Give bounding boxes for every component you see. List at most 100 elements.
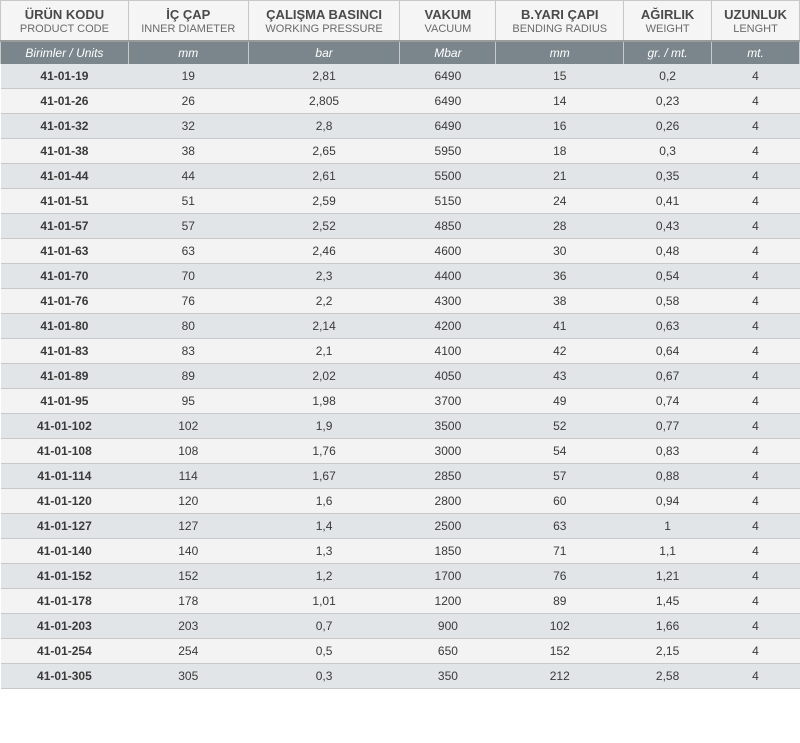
value-cell: 4050 (400, 363, 496, 388)
value-cell: 2850 (400, 463, 496, 488)
table-row: 41-01-63632,464600300,484 (1, 238, 800, 263)
value-cell: 4 (712, 288, 800, 313)
column-title-tr: ÜRÜN KODU (5, 7, 124, 23)
value-cell: 0,58 (624, 288, 712, 313)
product-code-cell: 41-01-127 (1, 513, 129, 538)
value-cell: 3700 (400, 388, 496, 413)
value-cell: 152 (128, 563, 248, 588)
column-header: UZUNLUKLENGHT (712, 1, 800, 41)
product-code-cell: 41-01-51 (1, 188, 129, 213)
value-cell: 2500 (400, 513, 496, 538)
product-code-cell: 41-01-120 (1, 488, 129, 513)
value-cell: 1,98 (248, 388, 400, 413)
value-cell: 1850 (400, 538, 496, 563)
value-cell: 4 (712, 488, 800, 513)
column-title-tr: B.YARI ÇAPI (500, 7, 619, 23)
value-cell: 2800 (400, 488, 496, 513)
value-cell: 4 (712, 438, 800, 463)
value-cell: 1700 (400, 563, 496, 588)
value-cell: 305 (128, 663, 248, 688)
value-cell: 0,23 (624, 88, 712, 113)
value-cell: 0,5 (248, 638, 400, 663)
value-cell: 0,74 (624, 388, 712, 413)
value-cell: 38 (128, 138, 248, 163)
value-cell: 38 (496, 288, 624, 313)
value-cell: 43 (496, 363, 624, 388)
column-unit: Mbar (400, 41, 496, 64)
value-cell: 4 (712, 263, 800, 288)
product-code-cell: 41-01-80 (1, 313, 129, 338)
product-code-cell: 41-01-83 (1, 338, 129, 363)
table-row: 41-01-38382,655950180,34 (1, 138, 800, 163)
value-cell: 140 (128, 538, 248, 563)
table-header: ÜRÜN KODUPRODUCT CODEİÇ ÇAPINNER DIAMETE… (1, 1, 800, 64)
value-cell: 3000 (400, 438, 496, 463)
value-cell: 0,54 (624, 263, 712, 288)
value-cell: 0,2 (624, 64, 712, 89)
value-cell: 0,63 (624, 313, 712, 338)
value-cell: 0,67 (624, 363, 712, 388)
table-row: 41-01-83832,14100420,644 (1, 338, 800, 363)
table-row: 41-01-70702,34400360,544 (1, 263, 800, 288)
value-cell: 4 (712, 313, 800, 338)
value-cell: 4 (712, 113, 800, 138)
value-cell: 2,65 (248, 138, 400, 163)
value-cell: 4200 (400, 313, 496, 338)
value-cell: 1,2 (248, 563, 400, 588)
value-cell: 4 (712, 188, 800, 213)
table-row: 41-01-1271271,425006314 (1, 513, 800, 538)
table-row: 41-01-76762,24300380,584 (1, 288, 800, 313)
value-cell: 650 (400, 638, 496, 663)
value-cell: 1,01 (248, 588, 400, 613)
column-title-tr: ÇALIŞMA BASINCI (253, 7, 396, 23)
product-code-cell: 41-01-95 (1, 388, 129, 413)
value-cell: 4400 (400, 263, 496, 288)
value-cell: 4 (712, 388, 800, 413)
value-cell: 1,67 (248, 463, 400, 488)
table-row: 41-01-32322,86490160,264 (1, 113, 800, 138)
product-code-cell: 41-01-108 (1, 438, 129, 463)
value-cell: 54 (496, 438, 624, 463)
value-cell: 5500 (400, 163, 496, 188)
table-row: 41-01-1521521,21700761,214 (1, 563, 800, 588)
column-unit: gr. / mt. (624, 41, 712, 64)
column-header: ÇALIŞMA BASINCIWORKING PRESSURE (248, 1, 400, 41)
value-cell: 4850 (400, 213, 496, 238)
table-row: 41-01-44442,615500210,354 (1, 163, 800, 188)
value-cell: 4 (712, 663, 800, 688)
value-cell: 16 (496, 113, 624, 138)
value-cell: 102 (496, 613, 624, 638)
value-cell: 102 (128, 413, 248, 438)
table-row: 41-01-2542540,56501522,154 (1, 638, 800, 663)
value-cell: 71 (496, 538, 624, 563)
value-cell: 76 (496, 563, 624, 588)
value-cell: 5150 (400, 188, 496, 213)
value-cell: 4 (712, 64, 800, 89)
value-cell: 108 (128, 438, 248, 463)
value-cell: 4 (712, 513, 800, 538)
value-cell: 0,83 (624, 438, 712, 463)
table-row: 41-01-80802,144200410,634 (1, 313, 800, 338)
value-cell: 2,46 (248, 238, 400, 263)
value-cell: 4 (712, 163, 800, 188)
value-cell: 83 (128, 338, 248, 363)
product-code-cell: 41-01-70 (1, 263, 129, 288)
product-code-cell: 41-01-19 (1, 64, 129, 89)
value-cell: 0,3 (248, 663, 400, 688)
value-cell: 80 (128, 313, 248, 338)
value-cell: 4 (712, 138, 800, 163)
value-cell: 1,3 (248, 538, 400, 563)
column-unit: mm (128, 41, 248, 64)
value-cell: 0,77 (624, 413, 712, 438)
table-row: 41-01-89892,024050430,674 (1, 363, 800, 388)
column-header: AĞIRLIKWEIGHT (624, 1, 712, 41)
product-spec-table: ÜRÜN KODUPRODUCT CODEİÇ ÇAPINNER DIAMETE… (0, 0, 800, 689)
value-cell: 2,14 (248, 313, 400, 338)
value-cell: 57 (496, 463, 624, 488)
table-row: 41-01-51512,595150240,414 (1, 188, 800, 213)
value-cell: 60 (496, 488, 624, 513)
product-code-cell: 41-01-102 (1, 413, 129, 438)
table-row: 41-01-95951,983700490,744 (1, 388, 800, 413)
value-cell: 76 (128, 288, 248, 313)
product-code-cell: 41-01-254 (1, 638, 129, 663)
